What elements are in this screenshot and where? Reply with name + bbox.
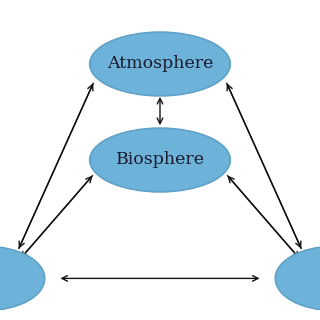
Ellipse shape — [90, 32, 230, 96]
Text: Atmosphere: Atmosphere — [107, 55, 213, 73]
Ellipse shape — [275, 246, 320, 310]
Text: Biosphere: Biosphere — [116, 151, 204, 169]
Ellipse shape — [90, 128, 230, 192]
Ellipse shape — [0, 246, 45, 310]
